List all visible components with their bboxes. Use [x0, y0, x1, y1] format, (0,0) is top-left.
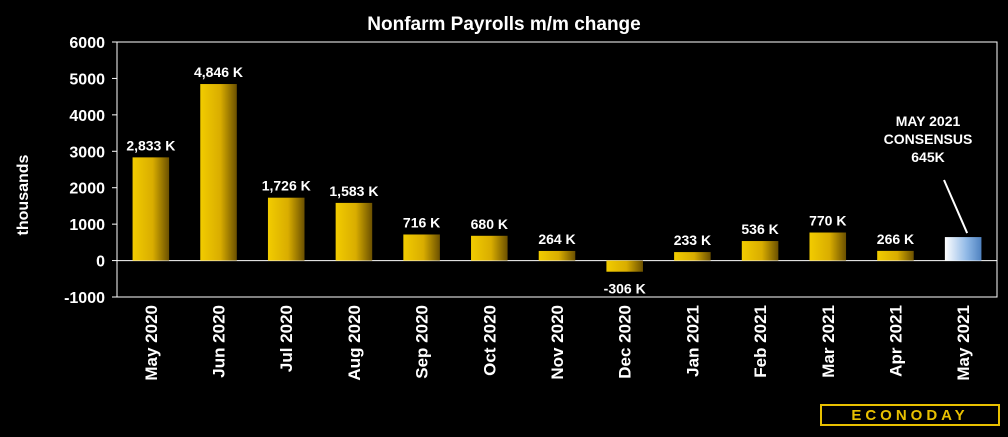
y-tick-label: 5000	[69, 71, 105, 88]
annotation-line: MAY 2021	[896, 113, 961, 129]
bar	[674, 252, 711, 261]
bar	[267, 197, 305, 261]
x-tick-label: Mar 2021	[819, 305, 838, 378]
x-tick-label: Aug 2020	[345, 305, 364, 381]
bar	[877, 250, 914, 261]
econoday-logo: ECONODAY	[820, 404, 1000, 426]
data-label: 264 K	[538, 231, 575, 247]
consensus-bar	[944, 237, 982, 261]
bar	[809, 232, 847, 261]
x-axis: May 2020 Jun 2020 Jul 2020 Aug 2020 Sep 2020…	[142, 305, 973, 381]
data-label: 770 K	[809, 213, 846, 229]
x-tick-label: May 2020	[142, 305, 161, 381]
x-tick-label: Apr 2021	[886, 305, 905, 377]
bar	[200, 84, 237, 261]
bars-group	[132, 84, 982, 272]
y-tick-label: 3000	[69, 144, 105, 161]
data-label: 716 K	[403, 214, 440, 230]
logo-text: ECONODAY	[851, 406, 969, 424]
y-tick-label: 6000	[69, 35, 105, 52]
bar	[741, 241, 779, 261]
bar	[132, 157, 170, 261]
data-labels-group: 2,833 K 4,846 K 1,726 K 1,583 K 716 K 680 K 26…	[126, 64, 914, 297]
data-label: 233 K	[674, 232, 711, 248]
y-tick-label: 4000	[69, 108, 105, 125]
y-axis-label: thousands	[15, 154, 32, 235]
x-tick-label: Feb 2021	[751, 305, 770, 378]
data-label: 266 K	[877, 231, 914, 247]
plot-area-frame	[116, 41, 998, 298]
y-tick-label: 2000	[69, 181, 105, 198]
data-label: 1,583 K	[329, 183, 378, 199]
y-axis: 6000 5000 4000 3000 2000 1000 0 -1000	[64, 35, 117, 307]
y-tick-label: -1000	[64, 290, 105, 307]
y-tick-label: 0	[96, 254, 105, 271]
x-tick-label: Oct 2020	[480, 305, 499, 376]
x-tick-label: Jun 2020	[210, 305, 229, 378]
consensus-annotation: MAY 2021 CONSENSUS 645K	[884, 113, 973, 234]
chart-title: Nonfarm Payrolls m/m change	[367, 14, 640, 35]
data-label: 2,833 K	[126, 137, 175, 153]
x-tick-label: May 2021	[954, 305, 973, 381]
annotation-pointer	[943, 179, 969, 234]
x-tick-label: Sep 2020	[413, 305, 432, 379]
annotation-line: CONSENSUS	[884, 131, 973, 147]
data-label: 536 K	[741, 221, 778, 237]
x-tick-label: Nov 2020	[548, 305, 567, 380]
bar	[538, 250, 576, 261]
x-tick-label: Dec 2020	[616, 305, 635, 379]
data-label: 1,726 K	[262, 178, 311, 194]
bar	[606, 260, 643, 272]
x-tick-label: Jul 2020	[277, 305, 296, 372]
y-tick-label: 1000	[69, 217, 105, 234]
bar	[471, 235, 508, 261]
data-label: -306 K	[604, 281, 646, 297]
annotation-line: 645K	[911, 149, 944, 165]
bar	[403, 234, 440, 261]
data-label: 680 K	[471, 216, 508, 232]
data-label: 4,846 K	[194, 64, 243, 80]
bar	[335, 202, 373, 261]
x-tick-label: Jan 2021	[683, 305, 702, 377]
